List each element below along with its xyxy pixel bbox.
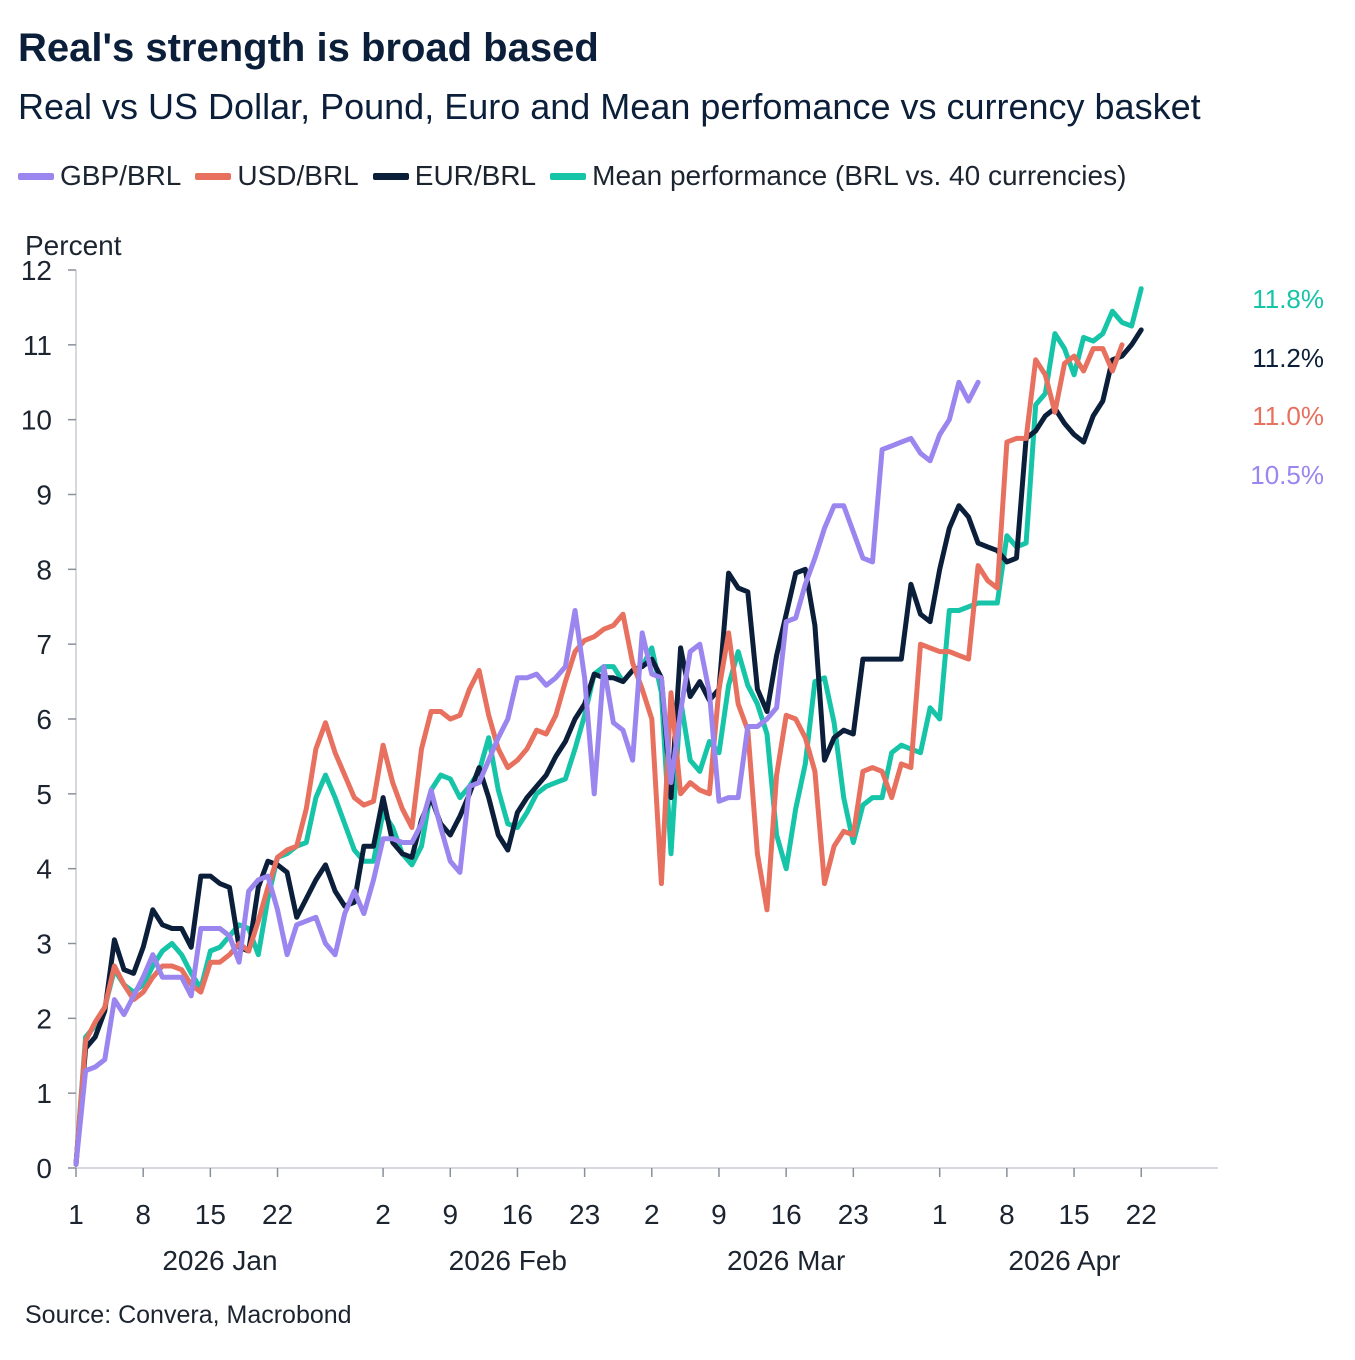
chart-legend: GBP/BRL USD/BRL EUR/BRL Mean performance… [18, 160, 1140, 192]
series-lines [73, 286, 1144, 1167]
legend-swatch-eur-brl [372, 172, 409, 180]
x-month-label: 2026 Feb [449, 1245, 567, 1276]
x-tick-label: 22 [262, 1199, 293, 1230]
y-tick-label: 3 [36, 929, 52, 960]
y-tick-label: 11 [23, 330, 52, 361]
x-tick-label: 15 [1058, 1199, 1089, 1230]
y-tick-label: 9 [36, 480, 52, 511]
x-tick-label: 22 [1126, 1199, 1157, 1230]
series-line-mean-performance-brl-vs-40-currencies [73, 286, 1144, 1167]
y-tick-label: 12 [21, 255, 52, 286]
x-tick-label: 23 [569, 1199, 600, 1230]
legend-item-usd-brl: USD/BRL [195, 160, 359, 192]
y-tick-label: 8 [36, 554, 52, 585]
legend-label-usd-brl: USD/BRL [237, 160, 359, 191]
x-tick-label: 8 [135, 1199, 151, 1230]
x-tick-label: 15 [195, 1199, 226, 1230]
y-tick-label: 5 [36, 779, 52, 810]
end-value-label: 11.8% [1252, 284, 1324, 314]
x-tick-label: 1 [68, 1199, 84, 1230]
x-month-label: 2026 Jan [162, 1245, 277, 1276]
source-note: Source: Convera, Macrobond [25, 1301, 352, 1329]
x-tick-label: 16 [771, 1199, 802, 1230]
x-tick-label: 16 [502, 1199, 533, 1230]
end-value-label: 11.0% [1252, 401, 1324, 431]
x-month-label: 2026 Apr [1008, 1245, 1120, 1276]
y-tick-label: 7 [36, 629, 52, 660]
x-tick-label: 1 [932, 1199, 948, 1230]
legend-label-mean-performance: Mean performance (BRL vs. 40 currencies) [592, 160, 1127, 191]
legend-item-gbp-brl: GBP/BRL [18, 160, 181, 192]
legend-swatch-usd-brl [195, 172, 232, 180]
y-tick-label: 10 [21, 405, 52, 436]
x-tick-label: 2 [644, 1199, 660, 1230]
x-tick-label: 23 [838, 1199, 869, 1230]
legend-item-eur-brl: EUR/BRL [372, 160, 537, 192]
y-tick-label: 1 [36, 1078, 52, 1109]
end-value-label: 11.2% [1252, 343, 1324, 373]
legend-swatch-gbp-brl [18, 172, 54, 180]
y-tick-label: 4 [36, 854, 52, 885]
series-line-eur-brl [73, 327, 1144, 1167]
x-tick-label: 9 [442, 1199, 458, 1230]
legend-item-mean-performance: Mean performance (BRL vs. 40 currencies) [550, 160, 1126, 192]
end-value-label: 10.5% [1250, 460, 1324, 490]
y-tick-label: 6 [36, 704, 52, 735]
legend-swatch-mean-performance [550, 172, 587, 180]
x-tick-label: 2 [375, 1199, 391, 1230]
chart-title: Real's strength is broad based [18, 26, 599, 70]
end-labels: 11.8% 11.2% 11.0% 10.5% [1250, 284, 1324, 490]
y-tick-label: 2 [36, 1003, 52, 1034]
x-tick-label: 9 [711, 1199, 727, 1230]
x-month-label: 2026 Mar [727, 1245, 845, 1276]
series-line-usd-brl [73, 342, 1125, 1167]
y-axis-label: Percent [25, 230, 122, 261]
chart-subtitle: Real vs US Dollar, Pound, Euro and Mean … [18, 86, 1201, 127]
series-line-gbp-brl [73, 379, 981, 1167]
x-tick-label: 8 [999, 1199, 1015, 1230]
legend-label-gbp-brl: GBP/BRL [60, 160, 182, 191]
y-tick-label: 0 [36, 1153, 52, 1184]
legend-label-eur-brl: EUR/BRL [414, 160, 537, 191]
